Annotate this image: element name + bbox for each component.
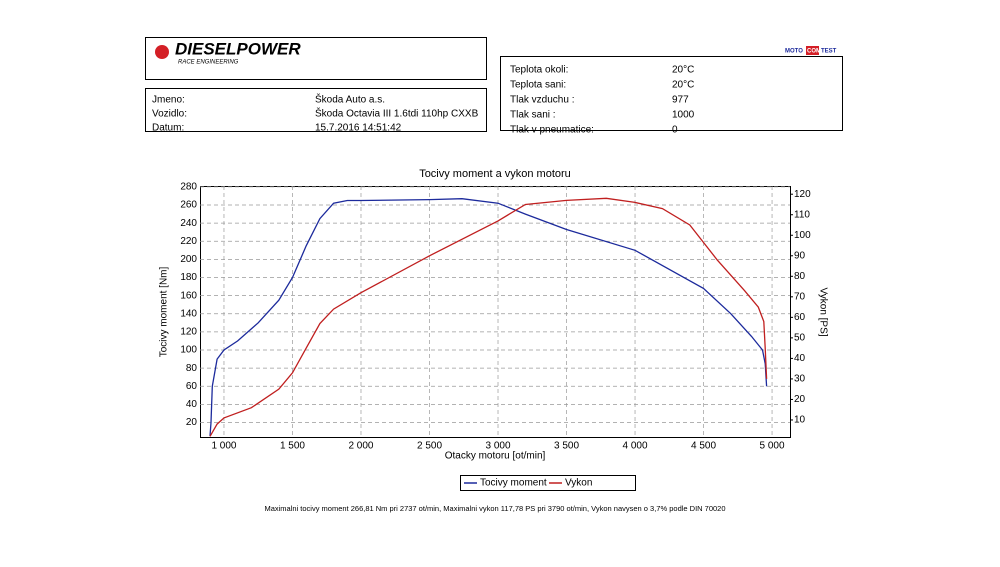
y-tick-label: 20 [186,417,198,428]
info-box [145,88,487,132]
y2-tick-label: 10 [794,415,806,426]
y2-tick-label: 40 [794,353,806,364]
test-logo-mark [806,46,819,55]
y2-tick-label: 120 [794,189,811,200]
condition-value: 0 [672,125,678,136]
legend-label: Vykon [565,478,592,489]
condition-value: 20°C [672,65,694,76]
y2-tick-label: 20 [794,394,806,405]
y-tick-label: 180 [180,272,197,283]
x-tick-label: 1 500 [280,441,305,452]
legend-label: Tocivy moment [480,478,547,489]
y2-tick-label: 90 [794,250,806,261]
y2-tick-label: 50 [794,333,806,344]
logo-tagline: RACE ENGINEERING [178,60,239,66]
condition-label: Teplota okoli: [510,65,568,76]
y2-tick-label: 100 [794,230,811,241]
condition-label: Tlak sani : [510,110,556,121]
plot-area [200,186,791,438]
y2-tick-label: 30 [794,374,806,385]
x-tick-label: 3 500 [554,441,579,452]
field-label: Jmeno: [152,95,185,106]
y2-tick-label: 70 [794,291,806,302]
field-label: Datum: [152,123,184,134]
y-tick-label: 80 [186,363,198,374]
test-logo: COM [807,49,821,55]
y-tick-label: 40 [186,399,198,410]
logo: DIESELPOWER [175,39,301,58]
y-tick-label: 120 [180,327,197,338]
legend [460,475,636,491]
footer: Maximalni tocivy moment 266,81 Nm pri 27… [264,504,725,513]
condition-value: 20°C [672,80,694,91]
logo-icon [155,45,169,59]
x-tick-label: 2 500 [417,441,442,452]
x-tick-label: 2 000 [348,441,373,452]
condition-value: 1000 [672,110,695,121]
y-tick-label: 160 [180,290,197,301]
field-label: Vozidlo: [152,109,187,120]
y-tick-label: 240 [180,218,197,229]
x-axis-label: Otacky motoru [ot/min] [445,451,546,462]
x-tick-label: 5 000 [760,441,785,452]
field-value: 15.7.2016 14:51:42 [315,123,402,134]
y-tick-label: 100 [180,345,197,356]
test-logo: TEST [821,49,837,55]
logo-box [145,37,487,80]
series-line [209,197,768,437]
y-tick-label: 260 [180,200,197,211]
y2-tick-label: 60 [794,312,806,323]
y2-axis-label: Vykon [PS] [817,287,828,336]
y-tick-label: 280 [180,182,197,193]
y-tick-label: 220 [180,236,197,247]
field-value: Škoda Auto a.s. [315,93,385,106]
condition-value: 977 [672,95,689,106]
y-tick-label: 200 [180,254,197,265]
x-tick-label: 1 000 [211,441,236,452]
field-value: Škoda Octavia III 1.6tdi 110hp CXXB [315,107,479,120]
x-tick-label: 4 000 [623,441,648,452]
conditions-box [500,56,843,131]
y-axis-label: Tocivy moment [Nm] [159,266,170,357]
condition-label: Tlak vzduchu : [510,95,574,106]
condition-label: Teplota sani: [510,80,566,91]
condition-label: Tlak v pneumatice: [510,125,594,136]
x-tick-label: 3 000 [485,441,510,452]
series-line [209,198,768,437]
y2-tick-label: 80 [794,271,806,282]
y2-tick-label: 110 [794,209,810,220]
y-tick-label: 60 [186,381,198,392]
y-tick-label: 140 [180,308,197,319]
chart-title: Tocivy moment a vykon motoru [419,168,571,180]
test-logo: MOTO [785,49,803,55]
x-tick-label: 4 500 [691,441,716,452]
